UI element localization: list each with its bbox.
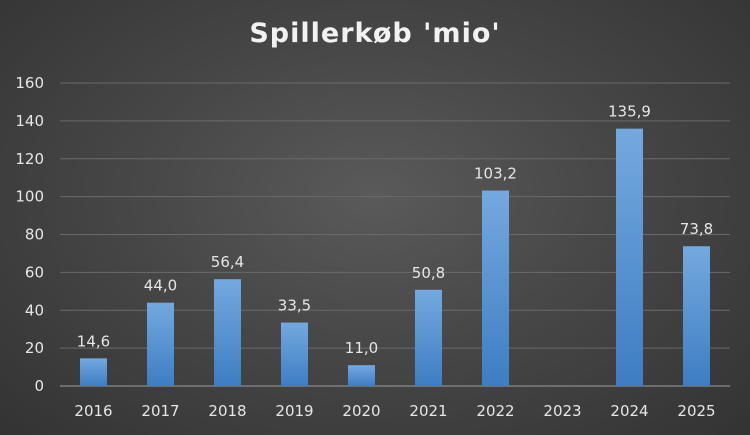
y-tick-label: 120 [15, 150, 44, 168]
data-label: 44,0 [144, 277, 177, 295]
data-label: 103,2 [474, 165, 517, 183]
x-tick-label: 2020 [342, 402, 380, 420]
data-label: 33,5 [278, 297, 311, 315]
bar [214, 279, 241, 386]
data-label: 73,8 [680, 220, 713, 238]
y-tick-label: 160 [15, 74, 44, 92]
y-tick-label: 80 [25, 226, 44, 244]
bar [482, 190, 509, 386]
bar [80, 358, 107, 386]
bar [616, 128, 643, 386]
bar [683, 246, 710, 386]
axes: 0 20 40 60 80 100 120 140 160 2016 2017 2018 2019 202… [15, 74, 730, 420]
y-tick-label: 100 [15, 188, 44, 206]
x-tick-label: 2018 [208, 402, 246, 420]
bar [348, 365, 375, 386]
chart-title: Spillerkøb 'mio' [249, 18, 501, 49]
bar [415, 289, 442, 386]
bar [281, 322, 308, 386]
data-label: 50,8 [412, 264, 445, 282]
data-label: 11,0 [345, 339, 378, 357]
data-label: 14,6 [77, 332, 110, 350]
data-label: 135,9 [608, 103, 651, 121]
y-tick-label: 140 [15, 112, 44, 130]
x-tick-label: 2017 [141, 402, 179, 420]
x-tick-label: 2022 [476, 402, 514, 420]
x-tick-label: 2025 [677, 402, 715, 420]
x-tick-label: 2019 [275, 402, 313, 420]
data-label: 56,4 [211, 253, 244, 271]
x-tick-label: 2016 [74, 402, 112, 420]
bars [80, 128, 710, 386]
y-tick-label: 0 [34, 377, 44, 395]
y-tick-label: 40 [25, 301, 44, 319]
y-tick-label: 60 [25, 263, 44, 281]
bar [147, 302, 174, 386]
x-tick-label: 2021 [409, 402, 447, 420]
y-tick-label: 20 [25, 339, 44, 357]
data-labels: 14,6 44,0 56,4 33,5 11,0 50,8 103,2 135,9 73,8 [77, 103, 713, 358]
x-tick-label: 2023 [543, 402, 581, 420]
x-tick-label: 2024 [610, 402, 648, 420]
